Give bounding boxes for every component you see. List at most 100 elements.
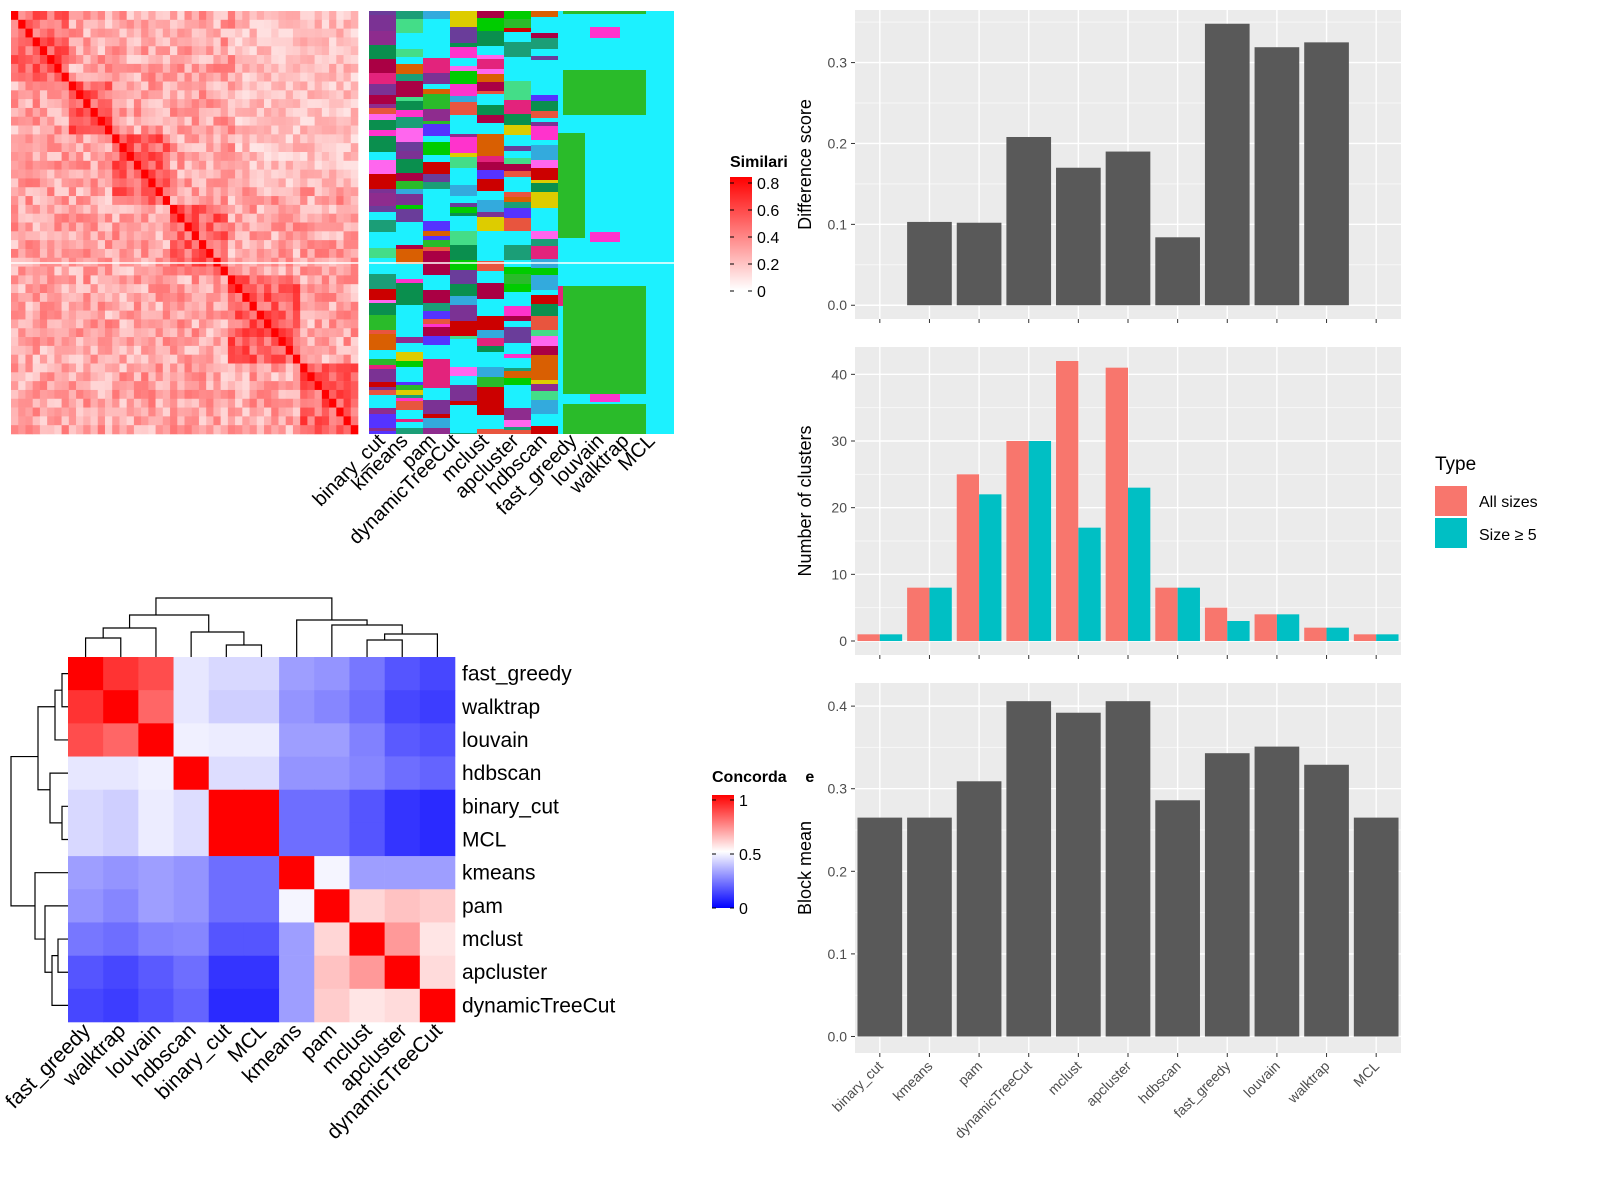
- similarity-cell: [90, 407, 99, 417]
- similarity-cell: [177, 319, 185, 329]
- annotation-segment: [423, 182, 450, 189]
- similarity-cell: [321, 152, 330, 162]
- annotation-segment: [504, 245, 531, 260]
- annotation-segment: [477, 162, 504, 170]
- similarity-cell: [141, 248, 149, 259]
- concordance-cell: [349, 723, 385, 757]
- similarity-cell: [97, 116, 106, 126]
- concordance-cell: [208, 789, 245, 824]
- similarity-cell: [249, 319, 258, 329]
- similarity-cell: [97, 160, 106, 170]
- similarity-cell: [249, 152, 258, 162]
- similarity-cell: [242, 125, 250, 135]
- similarity-cell: [162, 266, 171, 276]
- similarity-cell: [104, 116, 113, 126]
- similarity-cell: [249, 99, 258, 109]
- similarity-cell: [292, 11, 301, 21]
- row-label-louvain: louvain: [462, 729, 529, 752]
- similarity-cell: [148, 240, 156, 250]
- similarity-cell: [343, 425, 352, 435]
- similarity-cell: [47, 204, 55, 214]
- similarity-cell: [271, 389, 279, 400]
- concordance-cell: [419, 922, 456, 956]
- similarity-cell: [68, 284, 77, 294]
- similarity-cell: [170, 134, 178, 144]
- similarity-cell: [68, 99, 77, 109]
- concordance-cell: [243, 822, 280, 857]
- similarity-cell: [119, 187, 127, 197]
- similarity-cell: [307, 125, 315, 135]
- similarity-cell: [314, 381, 323, 391]
- legend-label-size-ge-5: Size ≥ 5: [1479, 527, 1537, 544]
- similarity-cell: [32, 266, 41, 276]
- similarity-cell: [97, 81, 106, 91]
- annotation-segment: [369, 108, 396, 114]
- similarity-cell: [256, 363, 265, 373]
- similarity-cell: [133, 116, 142, 126]
- annotation-segment: [369, 365, 396, 369]
- annotation-segment: [396, 305, 423, 321]
- annotation-segment: [531, 391, 558, 400]
- concordance-cell: [103, 789, 139, 824]
- similarity-cell: [206, 354, 214, 364]
- similarity-cell: [39, 354, 48, 364]
- similarity-cell: [249, 196, 258, 206]
- similarity-cell: [76, 90, 84, 100]
- similarity-cell: [54, 37, 62, 47]
- similarity-cell: [11, 389, 19, 400]
- similarity-cell: [126, 55, 135, 65]
- similarity-cell: [242, 319, 250, 329]
- similarity-cell: [148, 319, 156, 329]
- similarity-cell: [112, 72, 120, 82]
- concordance-cell: [173, 723, 210, 757]
- similarity-cell: [343, 187, 352, 197]
- similarity-cell: [242, 63, 250, 73]
- annotation-segment: [396, 343, 423, 352]
- similarity-cell: [11, 407, 19, 417]
- similarity-cell: [191, 319, 200, 329]
- similarity-cell: [90, 143, 99, 153]
- similarity-cell: [220, 204, 229, 214]
- similarity-cell: [119, 416, 127, 426]
- similarity-cell: [18, 116, 26, 126]
- similarity-cell: [104, 284, 113, 294]
- similarity-cell: [47, 301, 55, 311]
- similarity-cell: [350, 407, 359, 417]
- similarity-cell: [47, 143, 55, 153]
- similarity-cell: [133, 301, 142, 311]
- similarity-cell: [177, 231, 185, 241]
- similarity-cell: [47, 90, 55, 100]
- similarity-cell: [104, 301, 113, 311]
- similarity-cell: [177, 345, 185, 355]
- similarity-cell: [329, 55, 337, 65]
- similarity-cell: [39, 11, 48, 21]
- top-dendrogram-branch: [190, 631, 245, 657]
- similarity-cell: [133, 90, 142, 100]
- similarity-cell: [155, 337, 164, 347]
- similarity-cell: [307, 389, 315, 400]
- similarity-cell: [11, 416, 19, 426]
- similarity-cell: [126, 72, 135, 82]
- similarity-cell: [141, 284, 149, 294]
- similarity-cell: [97, 231, 106, 241]
- similarity-cell: [213, 213, 221, 223]
- similarity-cell: [76, 11, 84, 21]
- similarity-cell: [206, 81, 214, 91]
- similarity-cell: [25, 90, 33, 100]
- similarity-cell: [32, 328, 41, 338]
- similarity-cell: [285, 284, 294, 294]
- similarity-cell: [198, 222, 207, 232]
- similarity-cell: [126, 37, 135, 47]
- annotation-segment: [396, 385, 423, 390]
- annotation-segment: [477, 303, 504, 316]
- similarity-cell: [350, 187, 359, 197]
- similarity-cell: [227, 46, 236, 56]
- similarity-cell: [148, 284, 156, 294]
- annotation-segment: [504, 274, 531, 284]
- similarity-cell: [11, 81, 19, 91]
- similarity-cell: [278, 398, 287, 408]
- y-tick-label: 0.4: [828, 698, 848, 714]
- similarity-cell: [177, 204, 185, 214]
- concordance-cell: [419, 723, 456, 757]
- similarity-cell: [191, 143, 200, 153]
